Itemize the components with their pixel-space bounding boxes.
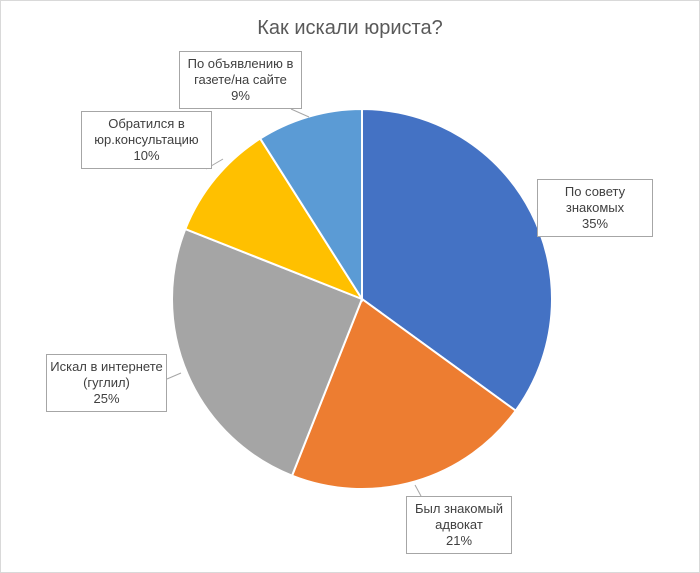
pie-slice [361,107,553,413]
data-label: Обратился в юр.консультацию 10% [81,111,212,169]
label-category: Обратился в юр.консультацию [94,116,199,147]
label-value: 21% [445,533,473,548]
data-label: По объявлению в газете/на сайте 9% [179,51,302,109]
label-value: 10% [133,148,160,163]
data-label: Искал в интернете (гуглил) 25% [46,354,167,412]
leader-line [414,484,422,497]
label-value: 9% [231,88,250,103]
data-label: Был знакомый адвокат 21% [406,496,512,554]
label-category: По объявлению в газете/на сайте [187,56,294,87]
label-value: 35% [581,216,609,231]
pie-slice [290,297,518,490]
pie-slice [184,137,365,302]
label-category: Был знакомый адвокат [414,501,504,532]
label-category: По совету знакомых [564,184,626,215]
leader-line [290,108,310,118]
pie-slice [171,227,364,477]
label-value: 25% [93,391,120,406]
data-label: По совету знакомых 35% [537,179,653,237]
leader-line [166,372,182,380]
chart-title: Как искали юриста? [257,17,443,39]
label-category: Искал в интернете (гуглил) [50,359,163,390]
